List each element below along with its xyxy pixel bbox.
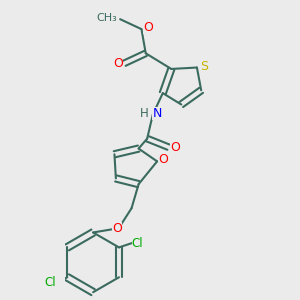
Text: S: S xyxy=(200,60,208,73)
Text: O: O xyxy=(113,57,123,70)
Text: O: O xyxy=(170,141,180,154)
Text: O: O xyxy=(143,21,153,34)
Text: Cl: Cl xyxy=(132,237,143,250)
Text: O: O xyxy=(112,222,122,235)
Text: N: N xyxy=(152,106,162,119)
Text: Cl: Cl xyxy=(44,277,56,290)
Text: H: H xyxy=(140,106,149,119)
Text: CH₃: CH₃ xyxy=(97,13,117,23)
Text: O: O xyxy=(158,154,168,166)
